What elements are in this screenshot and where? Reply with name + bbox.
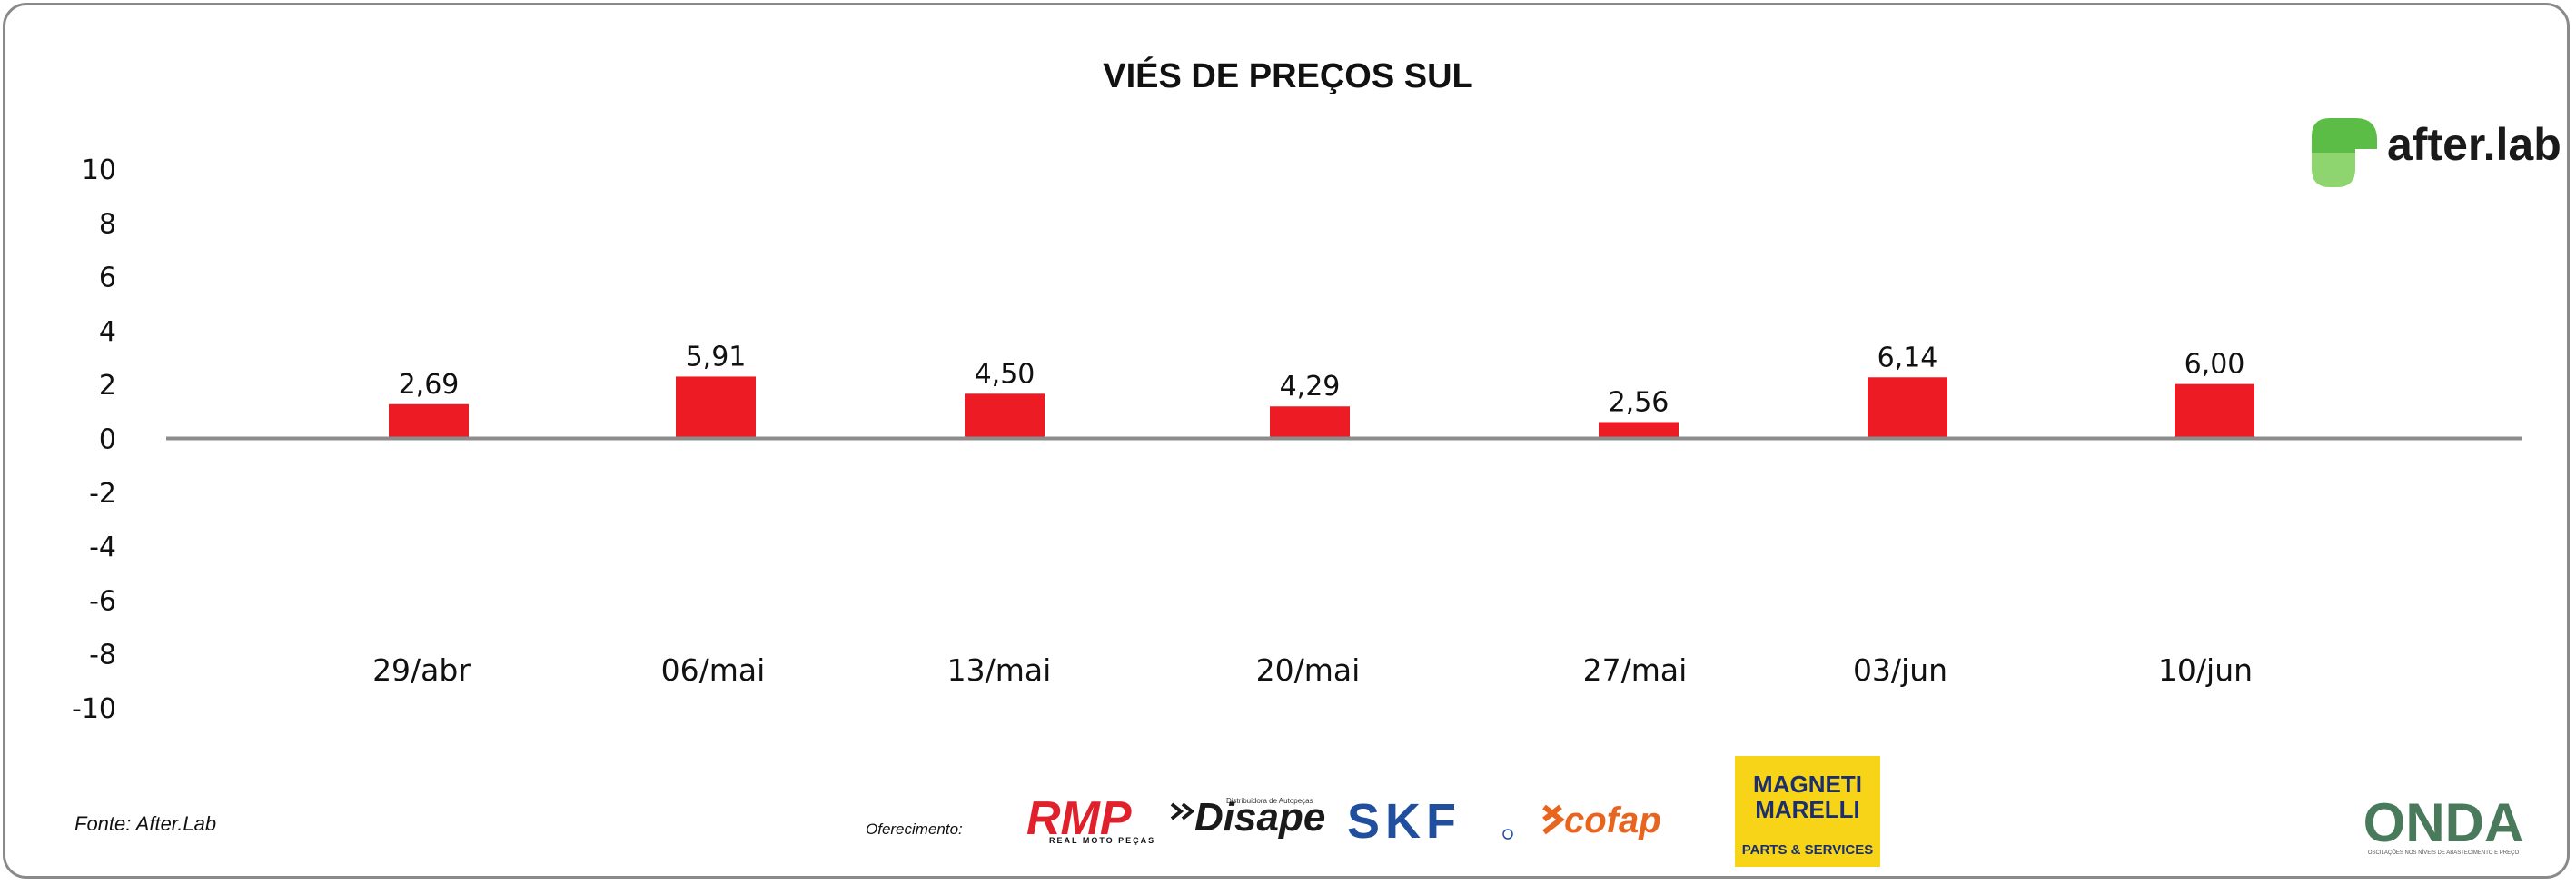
y-tick-label: -2 [89, 478, 116, 510]
magneti-marelli-badge [1735, 756, 1880, 867]
y-tick-label: -6 [89, 585, 116, 617]
y-tick-label: -8 [89, 640, 116, 671]
disape-chevron-icon [1170, 802, 1195, 820]
onda-logo: ONDA OSCILAÇÕES NOS NÍVEIS DE ABASTECIME… [2363, 792, 2524, 856]
y-tick-label: -10 [72, 693, 116, 725]
bar [389, 403, 469, 439]
disape-wordmark: Disape [1194, 795, 1325, 840]
source-note: Fonte: After.Lab [74, 812, 216, 835]
afterlab-wordmark: after.lab [2387, 119, 2561, 170]
x-tick-label: 20/mai [1256, 652, 1361, 688]
sponsor-label: Oferecimento: [866, 820, 963, 838]
y-tick-label: 2 [99, 370, 116, 402]
y-tick-label: 4 [99, 316, 116, 348]
registered-icon [1502, 829, 1513, 840]
disape-subtitle: Distribuidora de Autopeças [1226, 797, 1313, 805]
bar [1270, 406, 1350, 439]
y-tick-label: -4 [89, 532, 116, 563]
magneti-wordmark: MAGNETI [1753, 771, 1862, 798]
onda-wordmark: ONDA [2363, 792, 2524, 853]
magneti-subtitle: PARTS & SERVICES [1742, 842, 1873, 858]
x-axis-ticks: 29/abr 06/mai 13/mai 20/mai 27/mai 03/jun 10/j… [372, 652, 2253, 688]
skf-wordmark: SKF [1347, 794, 1461, 849]
data-label: 5,91 [686, 341, 747, 373]
bar [1868, 377, 1947, 439]
y-tick-label: 10 [82, 154, 116, 186]
cofap-logo: cofap [1542, 800, 1661, 840]
rmp-subtitle: REAL MOTO PEÇAS [1049, 836, 1155, 845]
y-tick-label: 8 [99, 208, 116, 240]
bar [1599, 422, 1679, 439]
data-labels: 2,69 5,91 4,50 4,29 2,56 6,14 6,00 [399, 341, 2245, 418]
x-tick-label: 03/jun [1853, 652, 1947, 688]
data-label: 4,29 [1280, 371, 1341, 403]
x-tick-label: 27/mai [1583, 652, 1688, 688]
bars [389, 376, 2254, 439]
x-tick-label: 06/mai [661, 652, 766, 688]
bar [2175, 383, 2254, 439]
y-tick-label: 0 [99, 424, 116, 456]
rmp-logo: RMP REAL MOTO PEÇAS [1026, 792, 1155, 845]
x-tick-label: 29/abr [372, 652, 471, 688]
skf-logo: SKF [1347, 794, 1513, 849]
cofap-wordmark: cofap [1564, 800, 1661, 840]
data-label: 6,14 [1878, 342, 1938, 373]
data-label: 4,50 [975, 358, 1035, 390]
afterlab-icon [2312, 118, 2377, 187]
magneti-marelli-logo: MAGNETI MARELLI PARTS & SERVICES [1735, 756, 1880, 867]
data-label: 2,69 [399, 369, 460, 401]
chart-title: VIÉS DE PREÇOS SUL [1103, 55, 1473, 95]
rmp-wordmark: RMP [1026, 792, 1132, 845]
bar [965, 393, 1045, 439]
x-tick-label: 10/jun [2158, 652, 2253, 688]
chart-frame [3, 3, 2570, 879]
marelli-wordmark: MARELLI [1755, 796, 1860, 823]
data-label: 2,56 [1609, 386, 1669, 418]
disape-logo: Distribuidora de Autopeças Disape [1170, 795, 1325, 840]
data-label: 6,00 [2185, 349, 2245, 381]
cofap-x-icon [1542, 804, 1565, 835]
bar [676, 376, 756, 439]
x-tick-label: 13/mai [947, 652, 1052, 688]
y-tick-label: 6 [99, 263, 116, 294]
onda-subtitle: OSCILAÇÕES NOS NÍVEIS DE ABASTECIMENTO E… [2368, 850, 2520, 856]
y-axis-ticks: 10 8 6 4 2 0 -2 -4 -6 -8 -10 [72, 154, 116, 725]
afterlab-logo: after.lab [2312, 118, 2561, 187]
